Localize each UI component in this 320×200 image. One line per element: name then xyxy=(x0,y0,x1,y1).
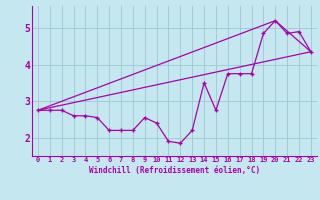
X-axis label: Windchill (Refroidissement éolien,°C): Windchill (Refroidissement éolien,°C) xyxy=(89,166,260,175)
